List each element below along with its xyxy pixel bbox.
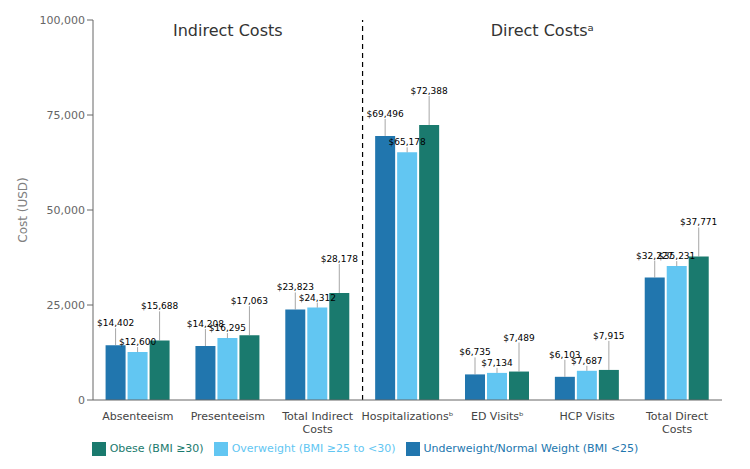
svg-text:$32,227: $32,227	[636, 250, 674, 261]
svg-text:ED Visitsᵇ: ED Visitsᵇ	[471, 410, 524, 423]
svg-text:$23,823: $23,823	[277, 282, 314, 292]
svg-text:$35,231: $35,231	[658, 251, 695, 261]
svg-text:100,000: 100,000	[40, 14, 86, 27]
svg-text:Total IndirectCosts: Total IndirectCosts	[281, 410, 354, 436]
svg-text:$14,208: $14,208	[186, 319, 224, 329]
svg-text:$28,178: $28,178	[321, 254, 358, 264]
svg-text:Cost (USD): Cost (USD)	[16, 177, 30, 243]
svg-text:75,000: 75,000	[47, 109, 86, 122]
svg-text:$7,687: $7,687	[571, 356, 603, 366]
svg-text:Indirect Costs: Indirect Costs	[173, 21, 283, 40]
svg-text:$15,688: $15,688	[141, 301, 178, 311]
svg-text:$37,771: $37,771	[680, 217, 717, 227]
svg-text:$6,103: $6,103	[549, 349, 581, 360]
svg-text:Direct Costsᵃ: Direct Costsᵃ	[491, 21, 594, 40]
svg-text:$7,489: $7,489	[503, 333, 535, 343]
svg-text:Total DirectCosts: Total DirectCosts	[645, 410, 709, 436]
svg-text:$7,915: $7,915	[593, 331, 625, 341]
svg-text:50,000: 50,000	[47, 204, 86, 217]
html-text:Obese (BMI ≥30): Obese (BMI ≥30)	[109, 442, 204, 455]
svg-text:Hospitalizationsᵇ: Hospitalizationsᵇ	[362, 410, 454, 423]
svg-text:$7,134: $7,134	[481, 358, 513, 368]
svg-text:$69,496: $69,496	[367, 109, 404, 119]
svg-text:$16,295: $16,295	[209, 323, 246, 333]
svg-text:$24,312: $24,312	[299, 293, 336, 303]
svg-text:$12,600: $12,600	[119, 337, 156, 347]
svg-text:$72,388: $72,388	[411, 86, 448, 96]
svg-text:Presenteeism: Presenteeism	[191, 410, 265, 423]
svg-text:$6,735: $6,735	[459, 347, 491, 357]
html-text:Overweight (BMI ≥25 to <30): Overweight (BMI ≥25 to <30)	[231, 442, 396, 455]
svg-text:$17,063: $17,063	[231, 296, 268, 306]
svg-text:0: 0	[78, 394, 85, 407]
svg-text:HCP Visits: HCP Visits	[560, 410, 616, 423]
svg-text:Absenteeism: Absenteeism	[102, 410, 173, 423]
html-text:Underweight/Normal Weight (BMI: Underweight/Normal Weight (BMI <25)	[423, 442, 639, 455]
svg-text:$65,178: $65,178	[389, 137, 426, 147]
svg-text:25,000: 25,000	[47, 299, 86, 312]
svg-text:$14,402: $14,402	[97, 318, 134, 328]
